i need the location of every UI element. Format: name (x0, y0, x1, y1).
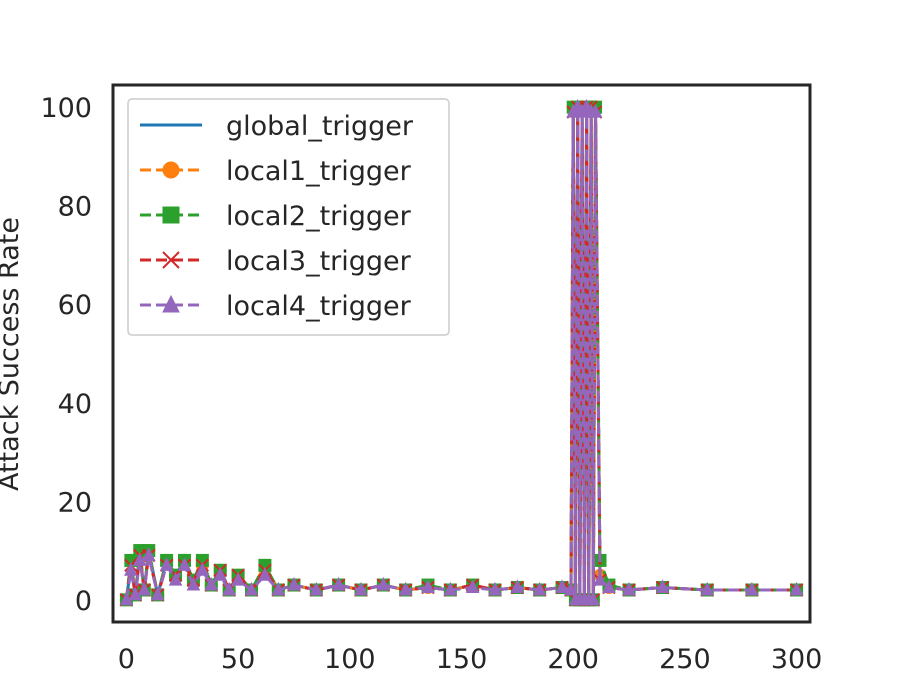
data-point-local4_trigger (231, 572, 245, 586)
data-point-local4_trigger (177, 557, 192, 571)
data-point-local4_trigger (287, 576, 301, 591)
y-tick-label: 20 (58, 487, 92, 518)
legend-swatch-marker (162, 161, 180, 179)
legend-swatch-marker (162, 294, 180, 313)
series-local4_trigger (119, 99, 804, 606)
x-tick-label: 50 (221, 644, 255, 675)
legend-swatch-marker (162, 251, 180, 269)
y-tick-label: 40 (58, 389, 92, 420)
y-tick-label: 60 (58, 290, 92, 321)
data-point-local4_trigger (186, 576, 201, 591)
data-point-local4_trigger (309, 581, 324, 596)
data-point-local4_trigger (510, 579, 525, 594)
y-axis-label: Attack Success Rate (0, 217, 25, 491)
data-point-local4_trigger (789, 581, 804, 596)
data-point-local4_trigger (586, 591, 601, 606)
data-point-local4_trigger (655, 579, 670, 594)
data-point-local4_trigger (588, 103, 603, 118)
data-point-local4_trigger (602, 579, 616, 594)
data-point-local4_trigger (443, 581, 458, 596)
data-point-local4_trigger (204, 576, 219, 591)
x-tick-label: 100 (324, 644, 376, 675)
data-point-local4_trigger (258, 567, 272, 581)
legend-entry-local1_trigger: local1_trigger (140, 156, 412, 187)
data-point-local4_trigger (465, 579, 480, 594)
legend-label: local4_trigger (226, 291, 412, 322)
x-tick-label: 300 (771, 644, 823, 675)
legend-swatch-marker (162, 206, 180, 224)
y-tick-label: 100 (40, 93, 92, 124)
data-point-local4_trigger (593, 572, 607, 586)
y-tick-label: 80 (58, 192, 92, 223)
data-point-local4_trigger (745, 581, 759, 596)
legend-label: local1_trigger (226, 156, 412, 187)
data-point-local4_trigger (195, 562, 210, 576)
data-point-local4_trigger (532, 581, 547, 596)
data-point-local4_trigger (244, 581, 259, 596)
legend-entry-local4_trigger: local4_trigger (140, 291, 412, 322)
ticks-layer: 0 50 100 150 200 250 300 0 20 40 60 80 100 (40, 93, 822, 675)
legend-entry-global_trigger: global_trigger (140, 111, 414, 142)
legend-label: global_trigger (226, 111, 414, 142)
x-tick-label: 200 (547, 644, 599, 675)
data-point-local4_trigger (398, 581, 413, 596)
data-point-local4_trigger (124, 562, 138, 576)
data-point-local4_trigger (222, 581, 236, 596)
data-point-local4_trigger (137, 581, 152, 596)
legend-entry-local2_trigger: local2_trigger (140, 201, 412, 232)
data-point-local4_trigger (488, 581, 502, 596)
plot-frame (111, 83, 812, 624)
data-point-local4_trigger (622, 581, 636, 596)
data-point-local4_trigger (564, 581, 578, 596)
data-point-local4_trigger (168, 572, 183, 586)
y-tick-label: 0 (75, 586, 92, 617)
series-layer (119, 99, 804, 607)
data-point-local4_trigger (376, 576, 391, 591)
x-tick-label: 0 (118, 644, 135, 675)
legend-label: local3_trigger (226, 246, 412, 277)
data-point-local4_trigger (700, 581, 715, 596)
data-point-local4_trigger (150, 586, 165, 601)
data-point-local4_trigger (331, 576, 346, 591)
data-point-local4_trigger (213, 567, 228, 581)
x-tick-label: 250 (659, 644, 711, 675)
legend: global_trigger local1_trigger local2_trigg… (127, 98, 450, 336)
legend-entry-local3_trigger: local3_trigger (140, 246, 412, 277)
data-point-local4_trigger (555, 579, 569, 594)
data-point-local4_trigger (421, 579, 435, 594)
data-point-local4_trigger (159, 557, 174, 571)
legend-label: local2_trigger (226, 201, 412, 232)
data-point-local4_trigger (271, 581, 286, 596)
x-tick-label: 150 (436, 644, 488, 675)
data-point-local4_trigger (141, 547, 156, 561)
legend-box (127, 98, 450, 336)
data-point-local4_trigger (354, 581, 368, 596)
